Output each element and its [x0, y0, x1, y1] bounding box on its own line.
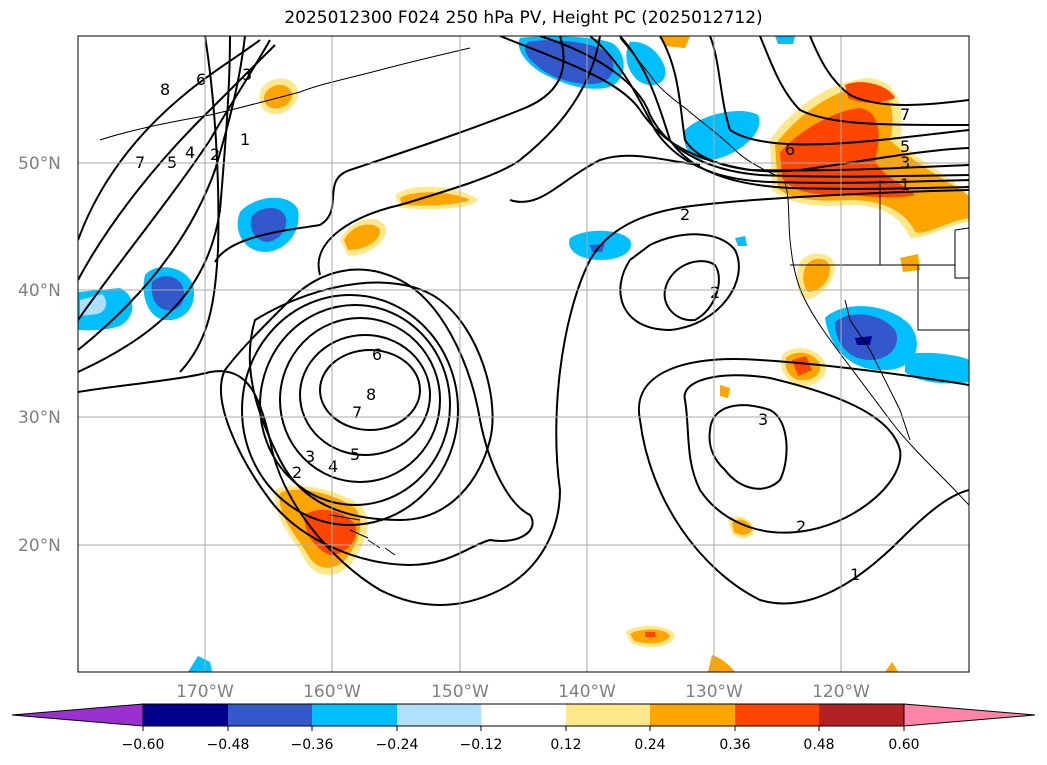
- colorbar-tick-label: 0.60: [888, 737, 919, 753]
- contour-label: 5: [350, 445, 360, 464]
- contour-label: 2: [292, 463, 302, 482]
- contour-label: 3: [305, 447, 315, 466]
- contour-label: 6: [372, 345, 382, 364]
- colorbar-tick-label: 0.24: [634, 737, 665, 753]
- contour-label: 8: [366, 385, 376, 404]
- latitude-labels: 50°N 40°N 30°N 20°N: [18, 154, 61, 556]
- map-area: 8 6 3 7 5 4 2 1 7 5 3 1 6 2 2 6 8 7 5 4 …: [78, 36, 969, 672]
- colorbar-bin: [481, 704, 566, 726]
- contour-label: 2: [796, 517, 806, 536]
- colorbar-tick-label: 0.36: [719, 737, 750, 753]
- colorbar-tick-label: −0.60: [122, 737, 165, 753]
- colorbar-tick-label: 0.12: [550, 737, 581, 753]
- contour-label: 2: [680, 205, 690, 224]
- lat-label: 40°N: [18, 281, 61, 301]
- colorbar-bin: [228, 704, 312, 726]
- colorbar-tick-label: −0.48: [207, 737, 250, 753]
- colorbar-bin: [819, 704, 904, 726]
- contour-label: 1: [900, 175, 910, 194]
- contour-label: 3: [758, 410, 768, 429]
- colorbar: −0.60 −0.48 −0.36 −0.24 −0.12 0.12 0.24 …: [11, 703, 1036, 753]
- contour-label: 8: [160, 80, 170, 99]
- graticule: [78, 36, 969, 672]
- colorbar-tick-label: −0.24: [376, 737, 419, 753]
- lon-label: 140°W: [558, 682, 616, 702]
- contour-label: 6: [785, 140, 795, 159]
- colorbar-bin: [312, 704, 397, 726]
- colorbar-tick-label: 0.48: [803, 737, 834, 753]
- contour-label: 7: [900, 105, 910, 124]
- colorbar-bin: [143, 704, 228, 726]
- map-frame: [77, 35, 970, 673]
- colorbar-bin: [566, 704, 650, 726]
- contour-label: 3: [242, 65, 252, 84]
- contour-label: 2: [210, 145, 220, 164]
- contour-label: 4: [328, 457, 338, 476]
- lon-label: 130°W: [685, 682, 743, 702]
- lon-label: 150°W: [431, 682, 489, 702]
- colorbar-extend-min: [11, 703, 144, 727]
- contour-label: 6: [196, 70, 206, 89]
- colorbar-extend-max: [903, 703, 1036, 727]
- lat-label: 30°N: [18, 408, 61, 428]
- longitude-labels: 170°W 160°W 150°W 140°W 130°W 120°W: [176, 682, 870, 702]
- lon-label: 170°W: [176, 682, 234, 702]
- lon-label: 160°W: [303, 682, 361, 702]
- colorbar-bin: [397, 704, 481, 726]
- colorbar-bin: [735, 704, 819, 726]
- lat-label: 20°N: [18, 536, 61, 556]
- colorbar-bin: [650, 704, 735, 726]
- contour-label: 4: [185, 143, 195, 162]
- contour-label: 5: [900, 137, 910, 156]
- lat-label: 50°N: [18, 154, 61, 174]
- contour-label: 7: [352, 403, 362, 422]
- contour-label: 2: [710, 283, 720, 302]
- contour-label: 1: [240, 130, 250, 149]
- coastlines: [99, 37, 969, 556]
- map-title: 2025012300 F024 250 hPa PV, Height PC (2…: [284, 8, 763, 28]
- contour-label: 1: [850, 565, 860, 584]
- lon-label: 120°W: [812, 682, 870, 702]
- colorbar-tick-label: −0.36: [291, 737, 334, 753]
- colorbar-tick-label: −0.12: [460, 737, 503, 753]
